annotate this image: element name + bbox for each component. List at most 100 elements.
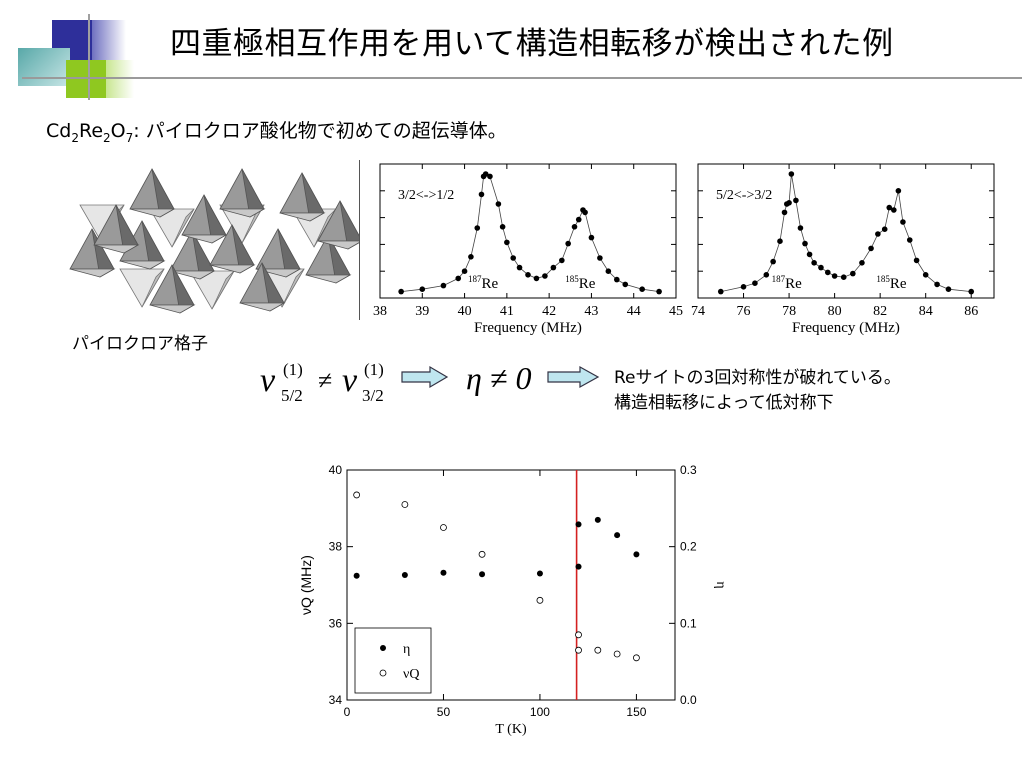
- data-point: [840, 274, 847, 280]
- peak-label: 187Re: [468, 274, 499, 292]
- data-point: [717, 288, 724, 295]
- nu-symbol-left: ν: [260, 362, 276, 399]
- data-point: [752, 280, 758, 286]
- data-point: [575, 216, 582, 223]
- transition-annotation: 3/2<->1/2: [398, 188, 454, 203]
- y-axis-label-right: η: [713, 581, 728, 588]
- data-point: [582, 209, 588, 216]
- data-point: [542, 273, 548, 279]
- eta-condition: η ≠ 0: [466, 360, 531, 396]
- data-point: [818, 264, 824, 271]
- data-point: [831, 273, 838, 279]
- y-axis-label-left: νQ (MHz): [298, 555, 314, 615]
- eta-data-point: [614, 532, 621, 539]
- data-point: [906, 237, 913, 243]
- temperature-dependence-chart: 0 50 100 150 34 36 38 40 0.0 0.1 0.2 0.3 η νQ T (K) νQ …: [298, 463, 728, 737]
- nu-sup-left: (1): [283, 360, 303, 379]
- x-tick-label: 74: [691, 304, 705, 319]
- formula-sub-3: 7: [125, 130, 134, 145]
- legend-label-eta: η: [403, 642, 410, 657]
- eta-data-point: [594, 516, 601, 523]
- pyrochlore-lattice-image: [69, 168, 360, 314]
- formula-sub-1: 2: [71, 130, 79, 145]
- nuq-data-point: [575, 646, 582, 654]
- x-tick-label: 0: [344, 705, 351, 719]
- nu-sub-left: 5/2: [281, 386, 303, 405]
- y-tick-label-left: 36: [329, 616, 343, 630]
- isotope-mass: 185: [876, 274, 890, 284]
- peak-label: 185Re: [565, 274, 596, 292]
- slide-subtitle: Cd2Re2O7: パイロクロア酸化物で初めての超伝導体。: [46, 116, 507, 145]
- formula-sub-2: 2: [103, 130, 111, 145]
- data-point: [850, 270, 856, 277]
- data-point: [740, 284, 747, 290]
- data-point: [468, 254, 474, 260]
- x-tick-label: 84: [919, 304, 933, 319]
- peak-label: 187Re: [772, 274, 803, 292]
- nu-sub-right: 3/2: [362, 386, 384, 405]
- data-point: [656, 288, 662, 295]
- x-tick-label: 76: [737, 304, 751, 319]
- x-tick-label: 42: [542, 304, 556, 319]
- y-tick-label-left: 34: [329, 693, 343, 707]
- transition-annotation: 5/2<->3/2: [716, 188, 772, 203]
- x-tick-label: 100: [530, 705, 550, 719]
- data-point: [763, 272, 770, 278]
- plot-frame: [697, 163, 995, 299]
- data-point: [571, 224, 578, 230]
- nuq-data-point: [440, 524, 447, 531]
- isotope-mass: 187: [468, 274, 482, 284]
- y-tick-label-right: 0.3: [680, 463, 697, 477]
- y-tick-label-right: 0.2: [680, 540, 697, 554]
- data-point: [786, 200, 792, 206]
- eta-data-point: [401, 572, 408, 579]
- nuq-data-point: [594, 646, 602, 654]
- data-point: [499, 224, 506, 230]
- data-point: [793, 197, 799, 204]
- x-tick-label: 38: [373, 304, 387, 319]
- eta-data-point: [479, 571, 486, 578]
- nuq-data-point: [536, 596, 544, 604]
- x-tick-label: 45: [669, 304, 683, 319]
- eta-data-point: [575, 563, 582, 570]
- data-point: [922, 272, 929, 278]
- data-point: [559, 257, 565, 264]
- data-point: [788, 171, 795, 177]
- peak-label: 185Re: [876, 274, 907, 292]
- isotope-mass: 185: [565, 274, 579, 284]
- x-axis-label: Frequency (MHz): [792, 320, 900, 336]
- y-tick-label-right: 0.1: [680, 616, 697, 630]
- data-point: [605, 268, 612, 274]
- data-point: [495, 201, 502, 207]
- x-tick-label: 44: [627, 304, 641, 319]
- slide-title: 四重極相互作用を用いて構造相転移が検出された例: [170, 26, 894, 62]
- x-axis-label: Frequency (MHz): [474, 320, 582, 336]
- data-point: [945, 286, 952, 292]
- subtitle-text: : パイロクロア酸化物で初めての超伝導体。: [133, 120, 507, 142]
- x-tick-label: 50: [437, 705, 451, 719]
- data-point: [802, 240, 808, 247]
- y-tick-label-left: 40: [329, 463, 343, 477]
- data-point: [797, 225, 804, 231]
- x-tick-label: 41: [500, 304, 514, 319]
- result-text: Reサイトの3回対称性が破れている。 構造相転移によって低対称下: [614, 366, 901, 416]
- data-point: [525, 272, 531, 278]
- nu-sup-right: (1): [364, 360, 384, 379]
- arrow-right-icon: [547, 365, 600, 389]
- data-point: [811, 260, 817, 266]
- legend-label-nuq: νQ: [403, 667, 419, 682]
- data-point: [565, 240, 571, 247]
- legend-box: [354, 627, 432, 694]
- x-tick-label: 39: [415, 304, 429, 319]
- y-tick-label-right: 0.0: [680, 693, 697, 707]
- data-point: [886, 204, 893, 211]
- data-point: [398, 288, 404, 295]
- x-tick-label: 86: [964, 304, 978, 319]
- fit-curve: [720, 173, 972, 292]
- data-point: [419, 286, 426, 292]
- legend-marker-nuq: [379, 669, 387, 677]
- isotope-symbol: Re: [579, 276, 596, 292]
- eta-data-point: [575, 521, 582, 528]
